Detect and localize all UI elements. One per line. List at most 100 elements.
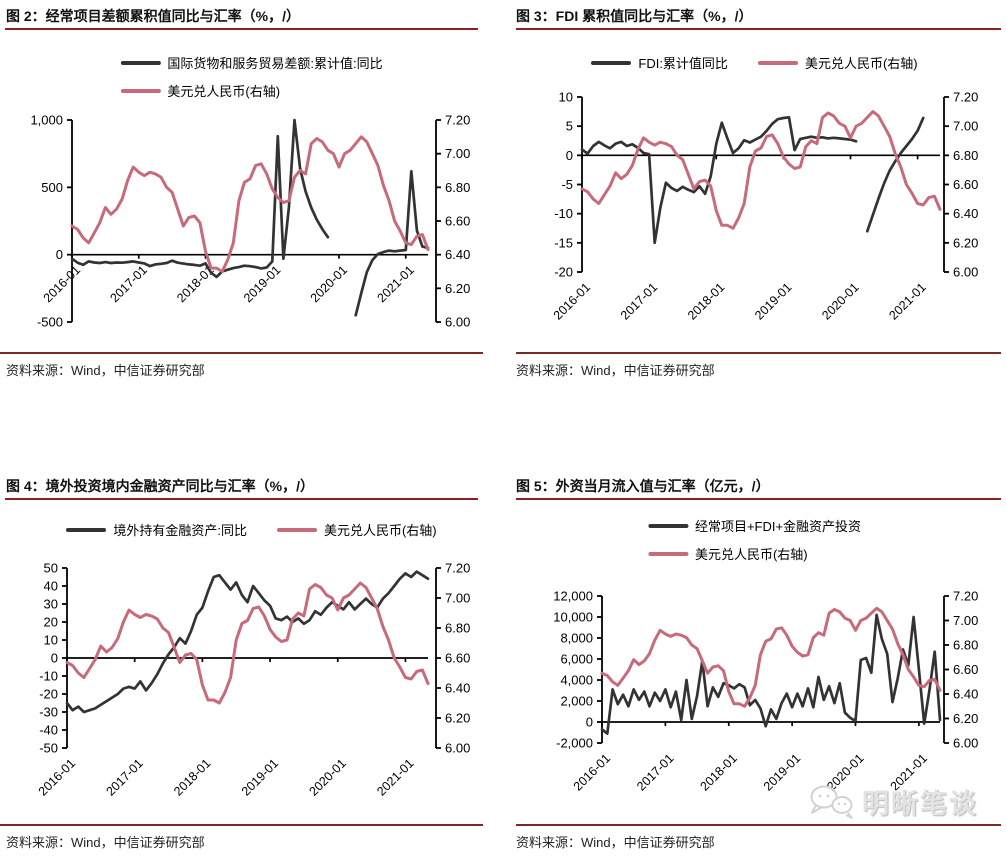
axis-tick-label: -50 (39, 741, 58, 756)
figure-3-panel: 图 3：FDI 累积值同比与汇率（%，/） FDI:累计值同比 美元兑人民币(右… (503, 0, 1006, 400)
axis-tick-label: 6.40 (953, 206, 978, 221)
x-axis-label: 2016-01 (36, 756, 78, 798)
legend-swatch-pink-line (757, 60, 798, 65)
x-axis-label: 2017-01 (108, 263, 150, 305)
source-note: 资料来源：Wind，中信证券研究部 (6, 835, 205, 850)
axis-tick-label: 7.00 (953, 613, 978, 628)
x-axis-label: 2018-01 (698, 751, 740, 793)
x-axis-label: 2017-01 (634, 751, 676, 793)
source-note: 资料来源：Wind，中信证券研究部 (6, 363, 205, 378)
figure-3-title-rule (516, 28, 1001, 30)
axis-tick-label: 20 (44, 615, 58, 630)
figure-5-chart-canvas: 12,000 10,000 8,000 6,000 4,000 2,000 0 -2,000 7… (553, 589, 978, 794)
figure-3-title: 图 3：FDI 累积值同比与汇率（%，/） (516, 8, 753, 24)
x-axis-label: 2021-01 (374, 756, 416, 798)
axis-tick-label: 40 (44, 579, 58, 594)
x-axis-label: 2017-01 (103, 756, 145, 798)
source-rule (0, 824, 483, 826)
figure-2-title: 图 2：经常项目差额累积值同比与汇率（%，/） (6, 8, 301, 24)
figure-4-panel: 图 4：境外投资境内金融资产同比与汇率（%，/） 境外持有金融资产:同比 美元兑… (0, 450, 503, 856)
axis-tick-label: 6.80 (445, 180, 470, 195)
figure-4-legend: 境外持有金融资产:同比 美元兑人民币(右轴) (0, 520, 503, 539)
legend-item: 美元兑人民币(右轴) (647, 544, 808, 563)
legend-swatch-pink-line (276, 527, 317, 532)
x-axis-label: 2019-01 (239, 756, 281, 798)
axis-tick-label: -20 (39, 687, 58, 702)
series-line-main (600, 613, 942, 735)
axis-tick-label: -500 (37, 315, 63, 330)
legend-label: 美元兑人民币(右轴) (323, 523, 437, 538)
axis-tick-label: 6.20 (953, 235, 978, 250)
source-rule (516, 352, 1001, 354)
axis-tick-label: 1,000 (30, 113, 63, 128)
figure-5-legend: 经常项目+FDI+金融资产投资 美元兑人民币(右轴) (647, 516, 862, 563)
figure-5-title: 图 5：外资当月流入值与汇率（亿元，/） (516, 478, 770, 494)
x-axis-label: 2020-01 (307, 756, 349, 798)
legend-item: 经常项目+FDI+金融资产投资 (647, 516, 862, 535)
axis-tick-label: 50 (44, 561, 58, 576)
axis-tick-label: 7.00 (445, 146, 470, 161)
axis-tick-label: 7.00 (445, 591, 470, 606)
axis-tick-label: -20 (554, 265, 573, 280)
axis-tick-label: 6.20 (445, 281, 470, 296)
axis-tick-label: 6.80 (445, 621, 470, 636)
legend-item: FDI:累计值同比 (591, 53, 728, 72)
x-axis-label: 2018-01 (171, 756, 213, 798)
source-rule (0, 352, 483, 354)
axis-tick-label: -5 (561, 177, 573, 192)
figure-5-panel: 图 5：外资当月流入值与汇率（亿元，/） 经常项目+FDI+金融资产投资 美元兑… (503, 450, 1006, 856)
x-axis-label: 2021-01 (375, 263, 417, 305)
figure-2-chart-canvas: 1,000 500 0 -500 7.20 7.00 6.80 6.60 6.40 6.20 6.0… (30, 113, 470, 330)
figure-4-title-rule (5, 498, 478, 500)
axis-tick-label: 6.80 (953, 148, 978, 163)
figure-3-chart-canvas: 10 5 0 -5 -10 -15 -20 7.20 7.00 6.80 6.60 6.40 6.20 6… (551, 90, 979, 323)
axis-tick-label: -2,000 (556, 736, 593, 751)
chat-bubbles-icon (810, 785, 853, 819)
series-line-main (580, 116, 925, 245)
series-line-main (70, 118, 430, 317)
axis-tick-label: 6.60 (445, 651, 470, 666)
legend-label: 美元兑人民币(右轴) (804, 56, 918, 71)
legend-swatch-black-line (647, 523, 688, 528)
x-axis-label: 2016-01 (571, 751, 613, 793)
x-axis-label: 2018-01 (685, 280, 727, 322)
axis-tick-label: 10 (44, 633, 58, 648)
axis-tick-label: 6.60 (953, 662, 978, 677)
axis-tick-label: 7.00 (953, 119, 978, 134)
series-line-usdcny (70, 135, 430, 273)
x-axis-label: 2016-01 (41, 263, 83, 305)
legend-label: 经常项目+FDI+金融资产投资 (694, 519, 862, 534)
axis-tick-label: 6.40 (445, 247, 470, 262)
series-line-main (65, 570, 430, 714)
watermark-text: 明晰笔谈 (862, 789, 978, 819)
axis-tick-label: 8,000 (560, 631, 593, 646)
legend-swatch-pink-line (647, 551, 688, 556)
series-line-usdcny (65, 581, 430, 705)
legend-item: 国际货物和服务贸易差额:累计值:同比 (120, 53, 383, 72)
axis-tick-label: -10 (39, 669, 58, 684)
watermark: 明晰笔谈 (808, 782, 978, 821)
series-line-usdcny (600, 606, 942, 708)
axis-tick-label: 0 (586, 715, 593, 730)
axis-tick-label: 6.40 (445, 681, 470, 696)
axis-tick-label: 0 (56, 247, 63, 262)
legend-label: 美元兑人民币(右轴) (167, 84, 281, 99)
legend-item: 美元兑人民币(右轴) (276, 520, 437, 539)
legend-item: 美元兑人民币(右轴) (120, 81, 280, 100)
legend-swatch-pink-line (120, 88, 161, 93)
source-note: 资料来源：Wind，中信证券研究部 (516, 835, 715, 850)
legend-swatch-black-line (591, 60, 632, 65)
legend-label: 境外持有金融资产:同比 (113, 523, 247, 538)
axis-tick-label: -40 (39, 723, 58, 738)
legend-swatch-black-line (66, 527, 107, 532)
axis-tick-label: 6.00 (445, 741, 470, 756)
axis-tick-label: 6,000 (560, 652, 593, 667)
axis-tick-label: 6.80 (953, 638, 978, 653)
axis-tick-label: 10 (559, 90, 573, 105)
figure-2-panel: 图 2：经常项目差额累积值同比与汇率（%，/） 国际货物和服务贸易差额:累计值:… (0, 0, 503, 400)
axis-tick-label: 7.20 (445, 113, 470, 128)
axis-tick-label: 7.20 (953, 90, 978, 105)
axis-tick-label: 6.60 (953, 177, 978, 192)
axis-tick-label: 6.20 (953, 711, 978, 726)
legend-swatch-black-line (120, 60, 161, 65)
